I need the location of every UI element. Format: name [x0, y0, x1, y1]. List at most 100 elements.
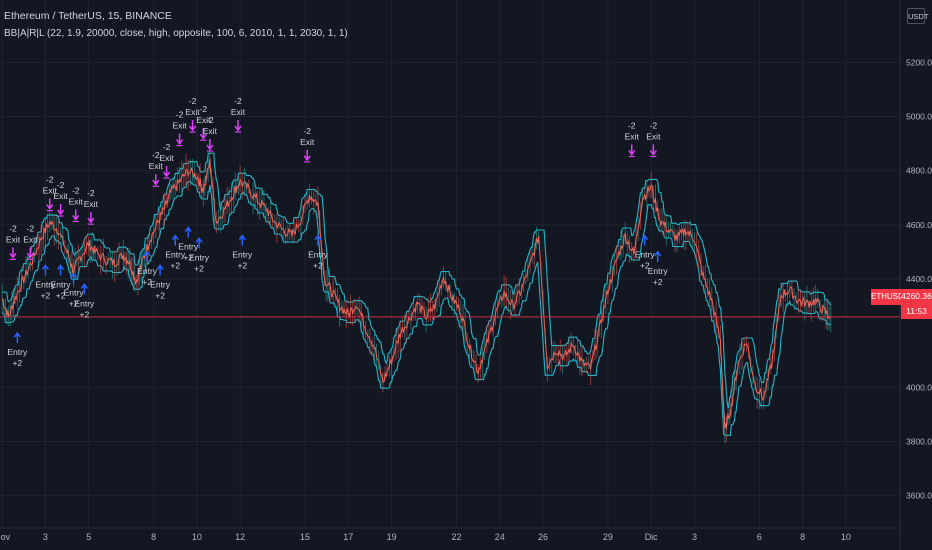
x-tick-label: 24: [495, 532, 505, 542]
entry-qty: +2: [183, 253, 193, 263]
entry-arrow-head-icon: [314, 234, 322, 241]
entry-signal: Entry+2: [189, 237, 210, 273]
y-tick-label: 5200.00: [906, 57, 932, 67]
entry-qty: +2: [69, 299, 79, 309]
exit-qty: -2: [57, 180, 65, 190]
entry-signal: Entry+2: [74, 283, 95, 319]
last-price-label: 4260.36 11:53: [901, 289, 932, 319]
entry-signal: Entry+2: [635, 234, 656, 271]
y-tick-label: 4600.00: [906, 220, 932, 230]
exit-arrow-head-icon: [188, 125, 197, 132]
chart-title: Ethereum / TetherUS, 15, BINANCE: [4, 10, 172, 22]
exit-arrow-head-icon: [162, 171, 171, 178]
entry-label: Entry: [308, 250, 329, 260]
exit-label: Exit: [172, 121, 187, 131]
exit-qty: -2: [9, 223, 17, 233]
entry-label: Entry: [74, 298, 95, 308]
exit-arrow-head-icon: [87, 217, 95, 224]
y-tick-label: 4800.00: [906, 166, 932, 176]
entry-qty: +2: [640, 261, 650, 271]
exit-qty: -2: [152, 150, 160, 160]
x-tick-label: 19: [387, 532, 397, 542]
exit-label: Exit: [203, 126, 218, 136]
entry-signal: Entry+2: [150, 264, 171, 300]
entry-signal: Entry+2: [165, 234, 186, 271]
entry-signal: Entry+2: [64, 272, 85, 309]
exit-arrow-head-icon: [26, 252, 34, 259]
exit-arrow-head-icon: [56, 209, 65, 216]
exit-arrow-head-icon: [206, 144, 214, 151]
entry-arrow-head-icon: [238, 234, 246, 241]
currency-button[interactable]: USDT: [907, 8, 928, 24]
x-tick-label: 8: [800, 532, 805, 542]
x-tick-label: 17: [343, 532, 353, 542]
exit-qty: -2: [72, 185, 80, 195]
entry-qty: +2: [313, 261, 323, 271]
entry-label: Entry: [232, 250, 253, 260]
exit-arrow-head-icon: [649, 149, 657, 156]
entry-label: Entry: [64, 288, 85, 298]
entry-signal: Entry+2: [178, 226, 199, 263]
exit-qty: -2: [200, 104, 208, 114]
price-scale: [900, 0, 932, 550]
price-line: [1, 159, 831, 430]
exit-arrow-head-icon: [152, 179, 160, 186]
x-tick-label: 26: [538, 532, 548, 542]
exit-qty: -2: [46, 175, 54, 185]
x-tick-label: 12: [235, 532, 245, 542]
entry-arrow-head-icon: [654, 250, 662, 257]
y-tick-label: 4400.00: [906, 274, 932, 284]
entry-label: Entry: [51, 279, 72, 289]
exit-label: Exit: [185, 107, 200, 117]
entry-signal: Entry+2: [648, 250, 668, 287]
exit-label: Exit: [69, 196, 84, 206]
exit-arrow-head-icon: [199, 133, 207, 140]
entry-qty: +2: [80, 309, 90, 319]
entry-arrow-head-icon: [41, 264, 50, 270]
entry-arrow-head-icon: [56, 264, 65, 270]
exit-arrow-head-icon: [303, 155, 311, 162]
indicator-legend[interactable]: BB|A|R|L (22, 1.9, 20000, close, high, o…: [4, 28, 348, 39]
x-tick-label: 8: [151, 532, 156, 542]
x-tick-label: 29: [603, 532, 613, 542]
exit-label: Exit: [646, 131, 661, 141]
last-price-symbol: ETHUSDT: [871, 289, 909, 305]
exit-arrow-head-icon: [46, 204, 54, 210]
exit-label: Exit: [231, 107, 246, 117]
x-tick-label: Nov: [0, 532, 11, 542]
exit-qty: -2: [27, 223, 35, 233]
entry-signal: Entry+2: [7, 331, 28, 368]
exit-arrow-head-icon: [234, 125, 242, 132]
exit-label: Exit: [160, 153, 175, 163]
entry-signal: Entry+2: [36, 264, 56, 300]
entry-arrow-head-icon: [184, 226, 192, 233]
x-tick-label: 6: [757, 532, 762, 542]
entry-label: Entry: [165, 250, 186, 260]
exit-arrow-head-icon: [628, 149, 636, 156]
x-tick-label: 10: [192, 532, 202, 542]
bar-countdown: 11:53: [906, 306, 927, 316]
exit-arrow-head-icon: [175, 139, 184, 145]
y-tick-label: 3600.00: [906, 491, 932, 501]
entry-arrow-head-icon: [641, 234, 649, 241]
x-tick-label: 3: [43, 532, 48, 542]
entry-arrow-head-icon: [69, 272, 78, 279]
upper-band: [2, 152, 831, 409]
y-tick-label: 5000.00: [906, 112, 932, 122]
y-tick-label: 4000.00: [906, 382, 932, 392]
entry-qty: +2: [653, 277, 663, 287]
entry-label: Entry: [635, 250, 656, 260]
